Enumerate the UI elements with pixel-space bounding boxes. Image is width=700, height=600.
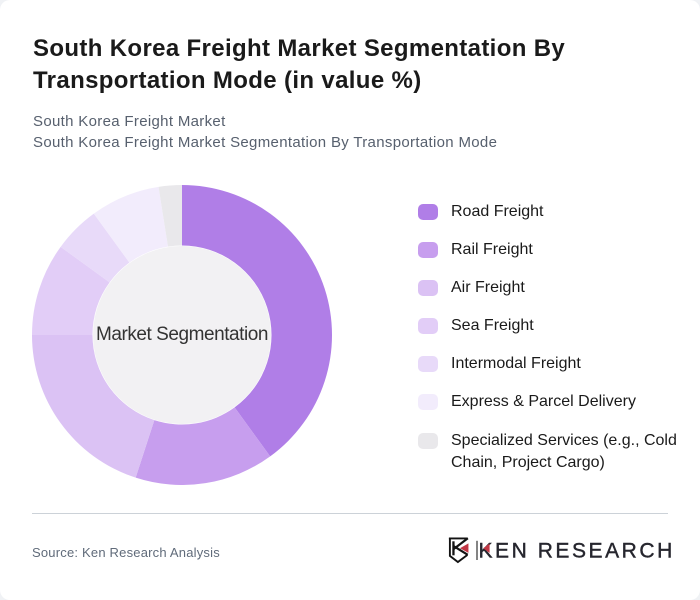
svg-text:KEN RESEARCH: KEN RESEARCH xyxy=(479,539,674,562)
